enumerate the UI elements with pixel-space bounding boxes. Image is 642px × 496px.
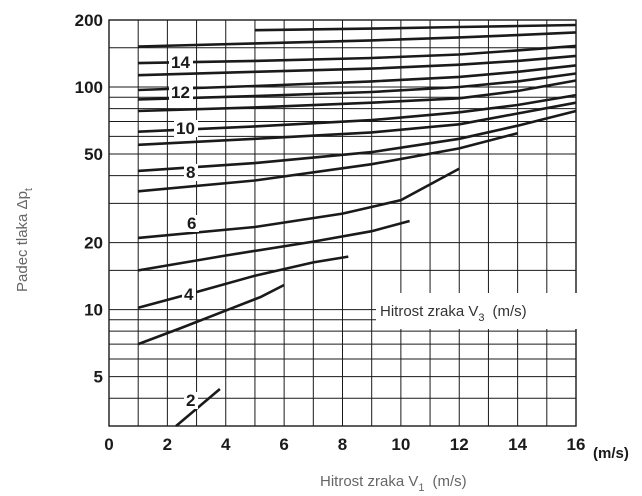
curve-label-background	[169, 84, 193, 101]
x-tick-label: 6	[279, 435, 288, 454]
curve-label-10: 10	[176, 119, 195, 138]
curve-14	[138, 44, 577, 65]
curve-label-background	[182, 286, 196, 303]
curve-label-4: 4	[184, 285, 194, 304]
curve-intermediate	[137, 283, 285, 346]
grid	[108, 19, 577, 427]
x-tick-label: 16	[567, 435, 586, 454]
curve-label-background	[184, 392, 198, 409]
tick-labels: 0 2 4 6 8 10 12 14 16 5 10 20 50 100 200	[75, 11, 586, 454]
curve-label-background	[185, 215, 199, 232]
curve-intermediate	[138, 101, 577, 147]
y-tick-label: 200	[75, 11, 103, 30]
curve-label-8: 8	[186, 163, 195, 182]
x-tick-label: 4	[221, 435, 231, 454]
curves	[137, 23, 577, 427]
curve-intermediate	[138, 72, 577, 101]
x-axis-title: Hitrost zraka V1 (m/s)	[320, 473, 467, 494]
inner-axis-label: Hitrost zraka V3 (m/s)	[380, 303, 527, 324]
plot-frame	[108, 19, 577, 427]
curve-label-12: 12	[171, 83, 190, 102]
curve-4	[137, 255, 349, 309]
inner-label-background	[376, 293, 580, 329]
x-tick-label: 14	[508, 435, 527, 454]
x-tick-label: 2	[163, 435, 172, 454]
curve-label-6: 6	[187, 214, 196, 233]
curve-label-background	[184, 164, 198, 181]
curve-label-2: 2	[186, 391, 195, 410]
x-tick-label: 8	[338, 435, 347, 454]
y-axis-title: Padec tlaka Δpt	[14, 188, 35, 292]
curve-10	[138, 93, 577, 133]
curve-6	[138, 167, 460, 240]
y-tick-label: 50	[84, 145, 103, 164]
curve-intermediate	[138, 54, 577, 77]
curve-intermediate	[137, 219, 410, 272]
curve-intermediate	[254, 23, 577, 32]
curve-label-background	[174, 120, 198, 137]
x-tick-label: 12	[450, 435, 469, 454]
x-tick-label: 10	[391, 435, 410, 454]
curve-label-background	[169, 54, 193, 71]
curve-12	[138, 64, 577, 92]
y-tick-label: 100	[75, 78, 103, 97]
curve-intermediate	[138, 79, 577, 113]
curve-labels: 2 4 6 8 10 12 14	[169, 53, 199, 410]
x-axis-unit: (m/s)	[593, 445, 629, 462]
curve-label-14: 14	[171, 53, 190, 72]
y-tick-label: 5	[94, 368, 103, 387]
y-tick-label: 10	[84, 301, 103, 320]
x-tick-label: 0	[104, 435, 113, 454]
y-tick-label: 20	[84, 234, 103, 253]
curve-intermediate	[138, 31, 577, 48]
curve-intermediate	[138, 131, 518, 193]
curve-8	[138, 109, 577, 173]
